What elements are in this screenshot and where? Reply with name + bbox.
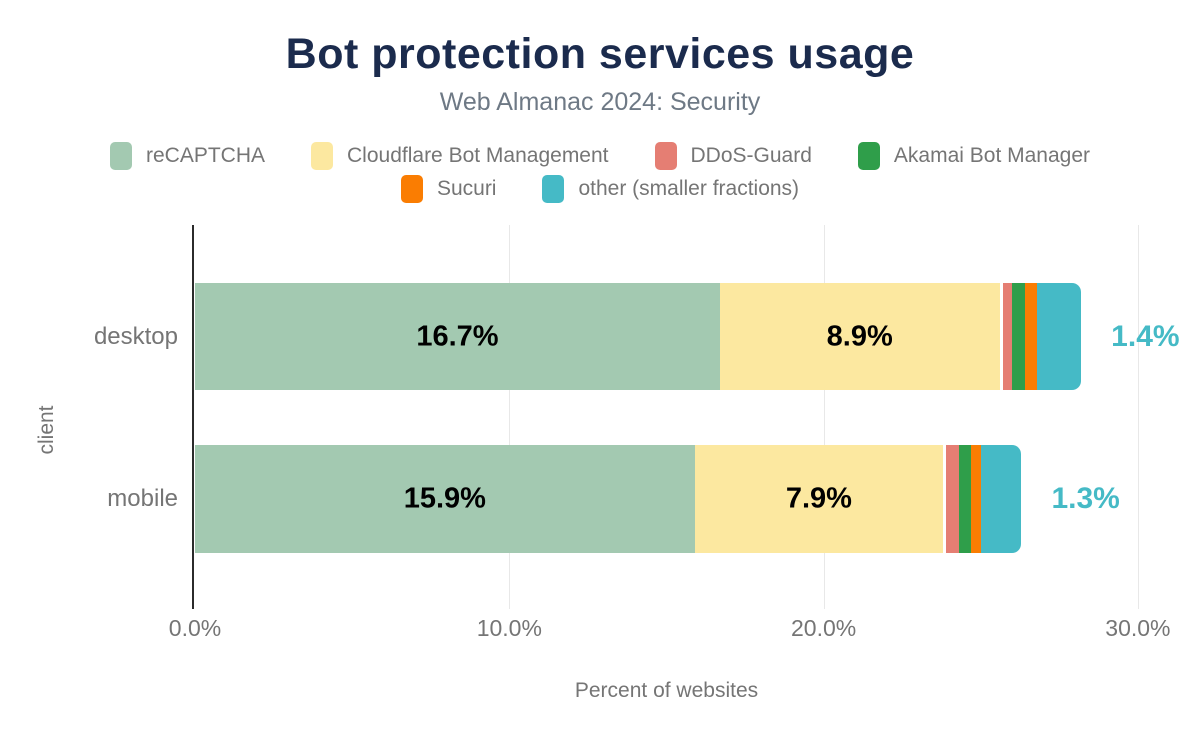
legend: reCAPTCHA Cloudflare Bot Management DDoS-G… <box>0 142 1200 203</box>
gridline-20.0% <box>823 225 825 609</box>
segment-desktop-other-smaller-fractions <box>1037 283 1082 390</box>
x-tick-label: 20.0% <box>790 615 857 641</box>
x-tick-label: 10.0% <box>476 615 542 641</box>
chart-title: Bot protection services usage <box>285 30 915 78</box>
segment-desktop-recaptcha: 16.7% <box>195 283 720 390</box>
y-axis-title: client <box>35 405 58 455</box>
segment-mobile-akamai-bot-manager <box>958 445 972 553</box>
legend-label: Sucuri <box>436 177 497 200</box>
legend-row-1: reCAPTCHA Cloudflare Bot Management DDoS-G… <box>109 142 1091 170</box>
segment-mobile-cloudflare-bot-management: 7.9% <box>694 445 944 553</box>
legend-swatch-icon <box>311 142 334 170</box>
x-axis-title: Percent of websites <box>574 679 759 702</box>
legend-item-recaptcha: reCAPTCHA <box>109 142 266 170</box>
segment-mobile-sucuri <box>971 445 981 553</box>
legend-item-cloudflare-bot-management: Cloudflare Bot Management <box>311 142 609 170</box>
segment-value-label: 15.9% <box>403 482 486 515</box>
y-category-label-mobile: mobile <box>107 485 178 512</box>
gridline-30.0% <box>1137 225 1139 609</box>
x-tick-label: 0.0% <box>168 615 222 641</box>
legend-swatch-icon <box>109 142 132 170</box>
legend-swatch-icon <box>857 142 880 170</box>
legend-swatch-icon <box>542 175 565 203</box>
legend-row-2: Sucuri other (smaller fractions) <box>400 175 799 203</box>
end-label-desktop: 1.4% <box>1111 319 1180 353</box>
segment-value-label: 7.9% <box>785 482 852 515</box>
legend-item-ddos-guard: DDoS-Guard <box>654 142 812 170</box>
segment-desktop-cloudflare-bot-management: 8.9% <box>719 283 1000 390</box>
legend-label: reCAPTCHA <box>145 144 266 167</box>
segment-mobile-ddos-guard <box>946 445 959 553</box>
segment-value-label: 8.9% <box>826 320 893 352</box>
bar-mobile: 15.9% 7.9% <box>195 445 1022 553</box>
legend-swatch-icon <box>654 142 677 170</box>
legend-label: other (smaller fractions) <box>578 177 800 200</box>
segment-desktop-akamai-bot-manager <box>1012 283 1025 390</box>
y-axis-line <box>192 225 194 609</box>
legend-label: Cloudflare Bot Management <box>347 144 609 167</box>
y-category-label-desktop: desktop <box>93 322 178 350</box>
segment-mobile-other-smaller-fractions <box>980 445 1022 553</box>
segment-value-label: 16.7% <box>416 320 499 352</box>
segment-desktop-sucuri <box>1024 283 1038 390</box>
legend-item-akamai-bot-manager: Akamai Bot Manager <box>857 142 1091 170</box>
segment-desktop-ddos-guard <box>1002 283 1013 390</box>
end-label-mobile: 1.3% <box>1051 482 1120 515</box>
legend-item-other-smaller-fractions: other (smaller fractions) <box>542 175 799 203</box>
chart-subtitle: Web Almanac 2024: Security <box>439 88 761 116</box>
legend-swatch-icon <box>400 175 423 203</box>
segment-mobile-recaptcha: 15.9% <box>195 445 695 553</box>
legend-label: Akamai Bot Manager <box>893 144 1091 167</box>
bar-desktop: 16.7% 8.9% <box>195 283 1082 390</box>
x-tick-label: 30.0% <box>1105 615 1171 641</box>
legend-label: DDoS-Guard <box>690 144 812 167</box>
gridline-10.0% <box>509 225 511 609</box>
legend-item-sucuri: Sucuri <box>400 175 497 203</box>
